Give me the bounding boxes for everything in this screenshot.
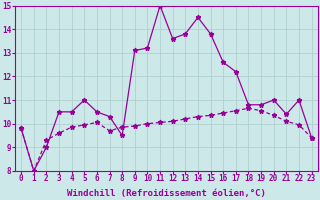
X-axis label: Windchill (Refroidissement éolien,°C): Windchill (Refroidissement éolien,°C): [67, 189, 266, 198]
